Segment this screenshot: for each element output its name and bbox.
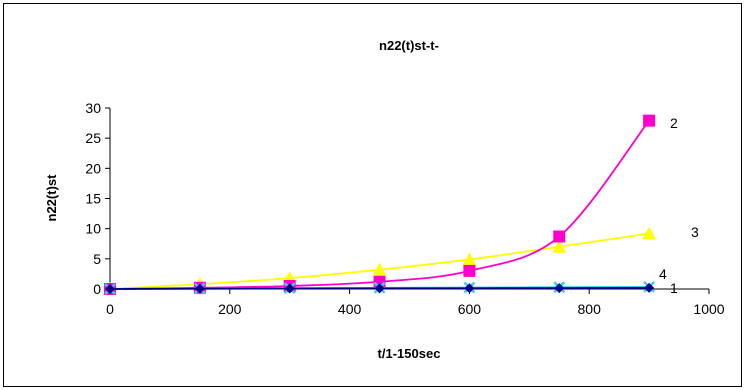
data-point-diamond (644, 282, 655, 293)
data-point-triangle (462, 252, 477, 266)
x-tick-label: 800 (578, 301, 602, 317)
y-tick-label: 0 (93, 281, 101, 297)
series-1 (105, 282, 655, 294)
data-point-triangle (372, 262, 387, 276)
series-label-1: 1 (670, 280, 678, 296)
data-point-diamond (284, 283, 295, 294)
data-point-diamond (105, 284, 115, 294)
chart-frame: n22(t)st-t- n22(t)st t/1-150sec 0 5 10 15 20… (3, 3, 742, 387)
data-point-diamond (464, 283, 475, 294)
data-point-square (553, 230, 566, 243)
data-point-diamond (554, 283, 565, 294)
y-tick-label: 25 (85, 130, 101, 146)
data-point-triangle (552, 239, 567, 253)
data-point-diamond (374, 283, 385, 294)
x-tick-label: 1000 (693, 301, 724, 317)
plot-area: 1 2 3 4 (103, 114, 699, 296)
y-tick-label: 10 (85, 221, 101, 237)
x-tick-label: 0 (106, 301, 114, 317)
y-tick-label: 20 (85, 160, 101, 176)
data-point-triangle (642, 226, 657, 240)
line-chart: n22(t)st-t- n22(t)st t/1-150sec 05101520… (44, 38, 725, 361)
series-label-2: 2 (670, 115, 678, 131)
x-tick-label: 400 (338, 301, 362, 317)
data-point-diamond (194, 283, 205, 294)
y-tick-label: 15 (85, 191, 101, 207)
series-label-3: 3 (691, 224, 699, 240)
x-tick-label: 200 (218, 301, 242, 317)
data-point-square (643, 114, 656, 127)
y-axis-title: n22(t)st (44, 174, 59, 222)
data-point-square (463, 264, 476, 277)
y-tick-label: 5 (93, 251, 101, 267)
series-label-4: 4 (659, 266, 667, 282)
y-tick-label: 30 (85, 100, 101, 116)
x-tick-label: 600 (458, 301, 482, 317)
chart-title: n22(t)st-t- (379, 38, 439, 53)
x-axis-title: t/1-150sec (378, 346, 441, 361)
